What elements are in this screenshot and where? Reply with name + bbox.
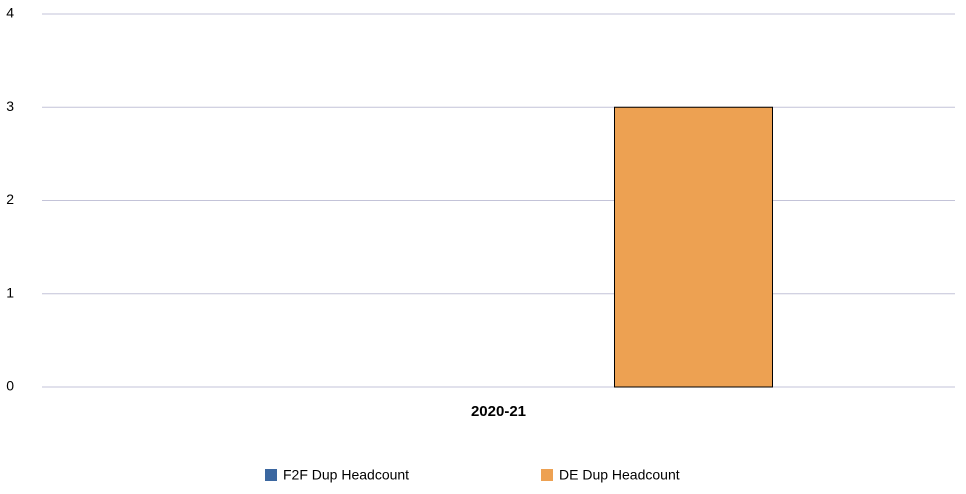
legend-label: DE Dup Headcount	[559, 467, 680, 483]
legend-swatch	[541, 469, 553, 481]
y-tick-label: 2	[6, 191, 14, 207]
bar	[614, 106, 773, 388]
y-tick-label: 1	[6, 284, 14, 300]
y-tick-label: 3	[6, 98, 14, 114]
y-tick-label: 0	[6, 378, 14, 394]
y-tick-label: 4	[6, 5, 14, 21]
legend-swatch	[265, 469, 277, 481]
x-tick-label: 2020-21	[471, 403, 526, 420]
legend-label: F2F Dup Headcount	[283, 467, 409, 483]
